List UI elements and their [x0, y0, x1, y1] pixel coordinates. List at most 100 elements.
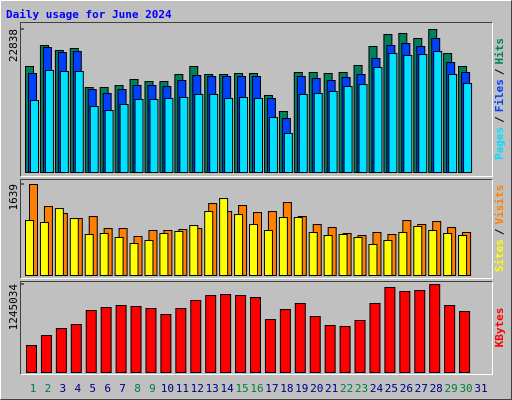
x-tick-label: 5 — [89, 382, 96, 395]
x-tick-label: 25 — [385, 382, 398, 395]
bar — [25, 220, 34, 276]
bar — [84, 234, 94, 276]
bar — [283, 132, 293, 173]
legend-entry: Files — [493, 79, 506, 112]
bar — [293, 217, 303, 276]
x-tick-label: 12 — [191, 382, 204, 395]
bar — [115, 305, 127, 374]
bar — [254, 97, 263, 173]
bar — [54, 208, 64, 276]
x-tick-label: 30 — [459, 382, 472, 395]
bar — [398, 232, 408, 276]
x-tick-label: 10 — [161, 382, 174, 395]
bar — [384, 286, 396, 373]
x-tick-label: 17 — [265, 382, 278, 395]
x-tick-label: 11 — [176, 382, 189, 395]
bar — [309, 315, 321, 373]
x-tick-label: 23 — [355, 382, 368, 395]
bar — [353, 237, 363, 276]
bar — [298, 93, 308, 173]
bar — [324, 324, 336, 373]
x-tick-label: 8 — [134, 382, 141, 395]
legend-entry: KBytes — [493, 308, 506, 348]
bar — [433, 51, 443, 173]
bar — [190, 299, 202, 373]
bar — [328, 90, 338, 173]
panel-frame-dark — [20, 179, 493, 279]
bar — [373, 66, 383, 173]
x-tick-label: 9 — [149, 382, 156, 395]
legend: Sites / Visits — [493, 185, 506, 273]
x-tick-label: 31 — [474, 382, 487, 395]
bar — [368, 244, 378, 277]
bar — [428, 230, 438, 276]
bar — [249, 224, 258, 276]
bar — [189, 225, 199, 276]
bar — [55, 328, 67, 373]
bar — [130, 305, 142, 373]
x-tick-label: 20 — [310, 382, 323, 395]
legend-entry: Pages — [493, 127, 506, 160]
x-tick-label: 19 — [295, 382, 308, 395]
bar — [343, 86, 353, 173]
x-tick-label: 3 — [60, 382, 67, 395]
legend-entry: Hits — [493, 38, 506, 65]
bar — [369, 303, 381, 373]
bar — [418, 54, 428, 173]
bar — [69, 218, 79, 276]
x-tick-label: 6 — [104, 382, 111, 395]
legend: KBytes — [493, 308, 506, 348]
bar — [263, 230, 273, 276]
bar — [308, 232, 318, 276]
x-tick-label: 7 — [119, 382, 126, 395]
bar — [463, 83, 473, 173]
bar — [44, 70, 54, 173]
y-tick-label: 1245034 — [7, 284, 20, 331]
bar — [134, 98, 144, 173]
bar — [160, 313, 172, 373]
bar — [129, 243, 139, 277]
chart-title: Daily usage for June 2024 — [6, 8, 172, 21]
bar — [26, 344, 37, 374]
bar — [30, 99, 39, 173]
bar — [414, 290, 426, 373]
y-tick-label: 1639 — [7, 184, 20, 211]
bar — [104, 110, 114, 173]
x-tick-label: 21 — [325, 382, 338, 395]
bar — [74, 71, 84, 173]
bar — [358, 84, 368, 173]
bar — [179, 96, 189, 173]
legend-separator: / — [493, 68, 506, 75]
bar — [220, 294, 232, 373]
x-tick-label: 18 — [280, 382, 293, 395]
bar — [149, 98, 159, 173]
bar — [40, 334, 52, 373]
x-tick-label: 14 — [221, 382, 235, 395]
x-tick-label: 27 — [415, 382, 428, 395]
bar — [99, 233, 109, 276]
bar — [175, 307, 187, 373]
x-tick-label: 24 — [370, 382, 384, 395]
legend-entry: Visits — [493, 185, 506, 225]
x-tick-label: 28 — [430, 382, 443, 395]
bar — [204, 211, 214, 276]
bar — [388, 53, 398, 173]
bar — [114, 237, 124, 276]
x-tick-label: 26 — [400, 382, 413, 395]
panel-frame-dark — [20, 281, 493, 375]
bar — [59, 71, 69, 173]
panel-frame-light — [20, 179, 493, 279]
bar — [70, 324, 82, 374]
x-tick-label: 22 — [340, 382, 353, 395]
bar — [235, 295, 247, 373]
bar — [39, 222, 49, 276]
bar — [459, 311, 471, 374]
x-tick-label: 29 — [445, 382, 458, 395]
bar — [85, 309, 97, 374]
bar — [444, 305, 456, 374]
bar — [383, 240, 393, 276]
bar — [413, 226, 423, 276]
x-tick-label: 1 — [30, 382, 37, 395]
